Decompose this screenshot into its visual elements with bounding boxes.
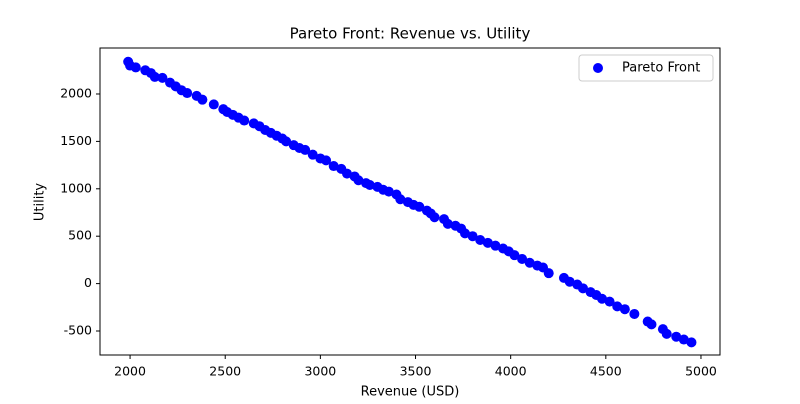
point	[328, 161, 339, 172]
x-tick-label: 2000	[114, 364, 146, 379]
point	[459, 228, 470, 239]
legend-box	[578, 54, 714, 82]
point	[678, 334, 689, 345]
y-tick-label: 1000	[60, 180, 92, 195]
point	[619, 304, 630, 315]
point	[597, 293, 608, 304]
point	[149, 71, 160, 82]
point	[612, 301, 623, 312]
point	[661, 328, 672, 339]
point	[239, 115, 250, 126]
point	[208, 99, 219, 110]
point	[577, 283, 588, 294]
x-tick-label: 5000	[685, 364, 717, 379]
point	[321, 155, 332, 166]
point	[307, 149, 318, 160]
point	[342, 168, 353, 179]
point	[130, 62, 141, 73]
chart-title: Pareto Front: Revenue vs. Utility	[290, 25, 531, 43]
x-tick-label: 4000	[495, 364, 527, 379]
point	[281, 136, 292, 147]
point	[157, 72, 168, 83]
point	[475, 234, 486, 245]
x-tick-label: 4500	[590, 364, 622, 379]
point	[182, 88, 193, 99]
point	[604, 296, 615, 307]
point	[414, 201, 425, 212]
y-tick-label: 1500	[60, 133, 92, 148]
y-tick-label: 0	[84, 275, 92, 290]
x-tick-label: 3500	[400, 364, 432, 379]
point	[517, 253, 528, 264]
point	[353, 175, 364, 186]
point	[646, 319, 657, 330]
point	[300, 144, 311, 155]
point	[490, 240, 501, 251]
point	[543, 268, 554, 279]
point	[364, 180, 375, 191]
point	[467, 231, 478, 242]
point	[524, 257, 535, 268]
point	[564, 276, 575, 287]
x-axis-label: Revenue (USD)	[361, 385, 460, 400]
y-tick-label: -500	[64, 323, 92, 338]
legend-label: Pareto Front	[622, 61, 700, 76]
point	[429, 212, 440, 223]
point	[482, 237, 493, 248]
point	[686, 337, 697, 348]
point	[197, 94, 208, 105]
y-axis-label: Utility	[33, 183, 48, 222]
y-tick-label: 500	[68, 228, 92, 243]
point	[509, 250, 520, 261]
point	[383, 186, 394, 197]
x-tick-label: 2500	[209, 364, 241, 379]
x-tick-label: 3000	[304, 364, 336, 379]
point	[442, 218, 453, 229]
plot-frame	[99, 47, 721, 356]
point	[671, 331, 682, 342]
y-tick-label: 2000	[60, 85, 92, 100]
legend-marker	[593, 63, 603, 73]
point	[395, 194, 406, 205]
point	[629, 308, 640, 319]
